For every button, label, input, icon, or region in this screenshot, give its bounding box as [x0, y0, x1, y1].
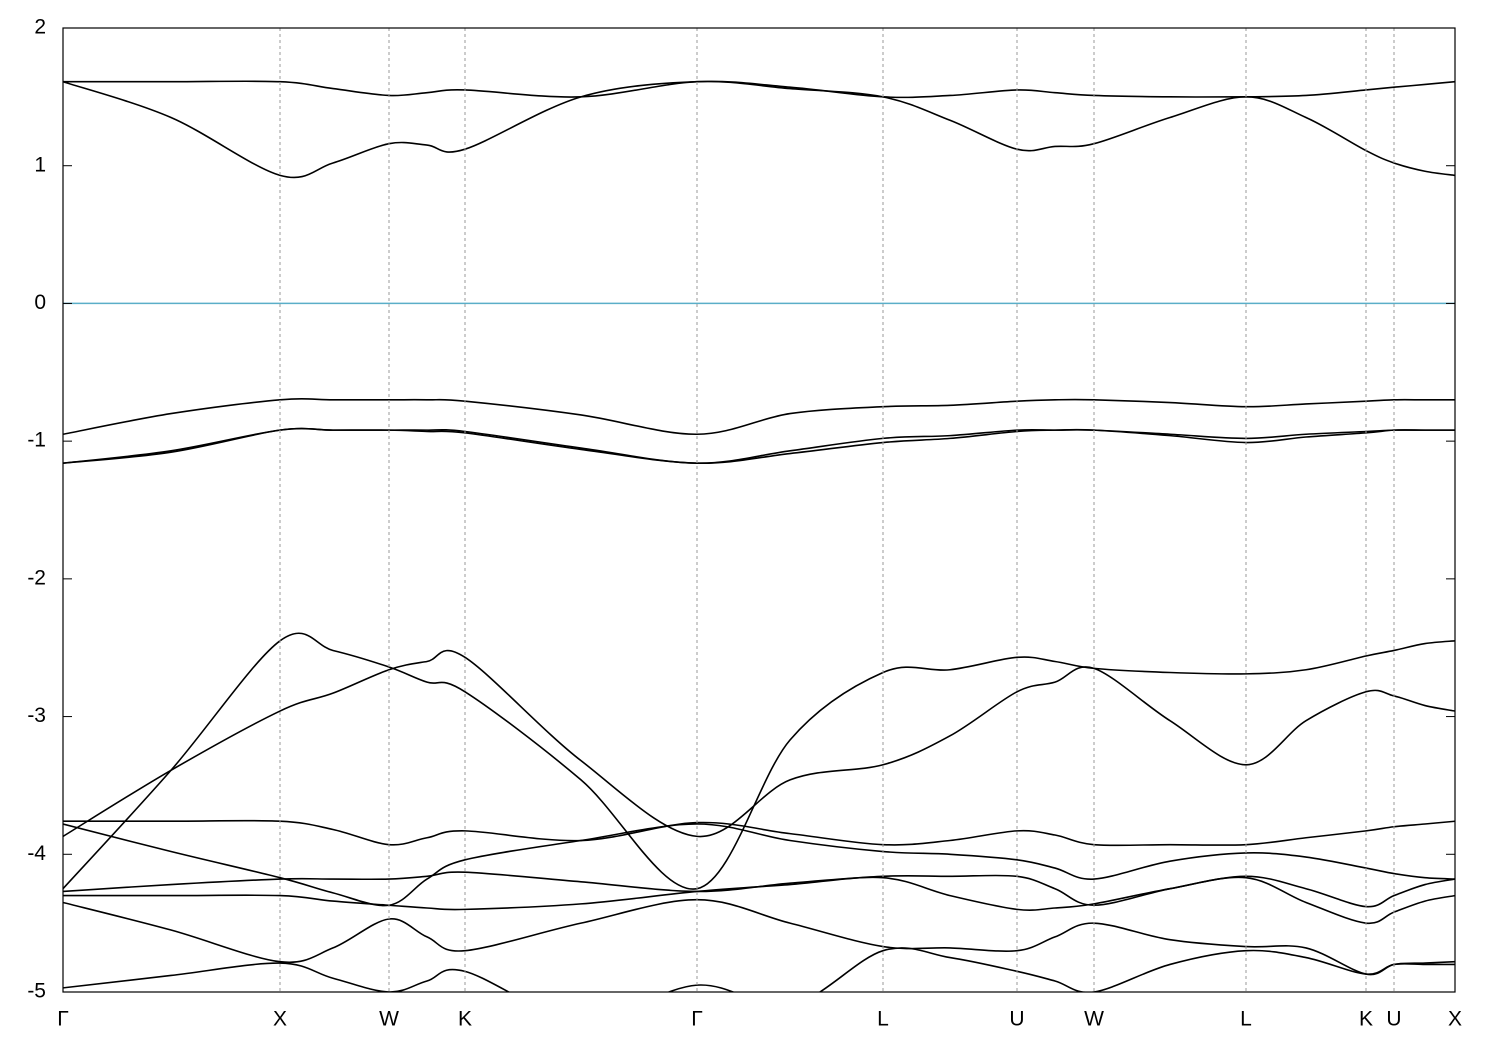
x-tick-label: L [1240, 1008, 1252, 1031]
x-tick-label: Γ [57, 1008, 69, 1031]
y-tick-label: -4 [27, 842, 46, 865]
y-tick-label: -1 [27, 429, 46, 452]
y-tick-label: -2 [27, 566, 46, 589]
x-tick-label: Γ [691, 1008, 703, 1031]
x-tick-label: U [1386, 1008, 1401, 1031]
x-tick-label: W [379, 1008, 399, 1031]
band-line [63, 649, 1455, 838]
x-tick-label: W [1084, 1008, 1104, 1031]
plot-frame [62, 27, 1456, 993]
y-tick-label: -3 [27, 704, 46, 727]
band-line [63, 947, 1455, 992]
x-tick-label: X [273, 1008, 287, 1031]
x-tick-label: K [1359, 1008, 1373, 1031]
band-line [63, 632, 1455, 890]
x-tick-label: L [877, 1008, 889, 1031]
x-tick-label: K [458, 1008, 472, 1031]
x-tick-label: U [1009, 1008, 1024, 1031]
y-tick-label: -5 [27, 980, 46, 1003]
y-tick-label: 0 [34, 291, 46, 314]
y-tick-label: 2 [34, 16, 46, 39]
y-tick-label: 1 [34, 153, 46, 176]
x-tick-label: X [1448, 1008, 1462, 1031]
band-line [63, 876, 1455, 925]
